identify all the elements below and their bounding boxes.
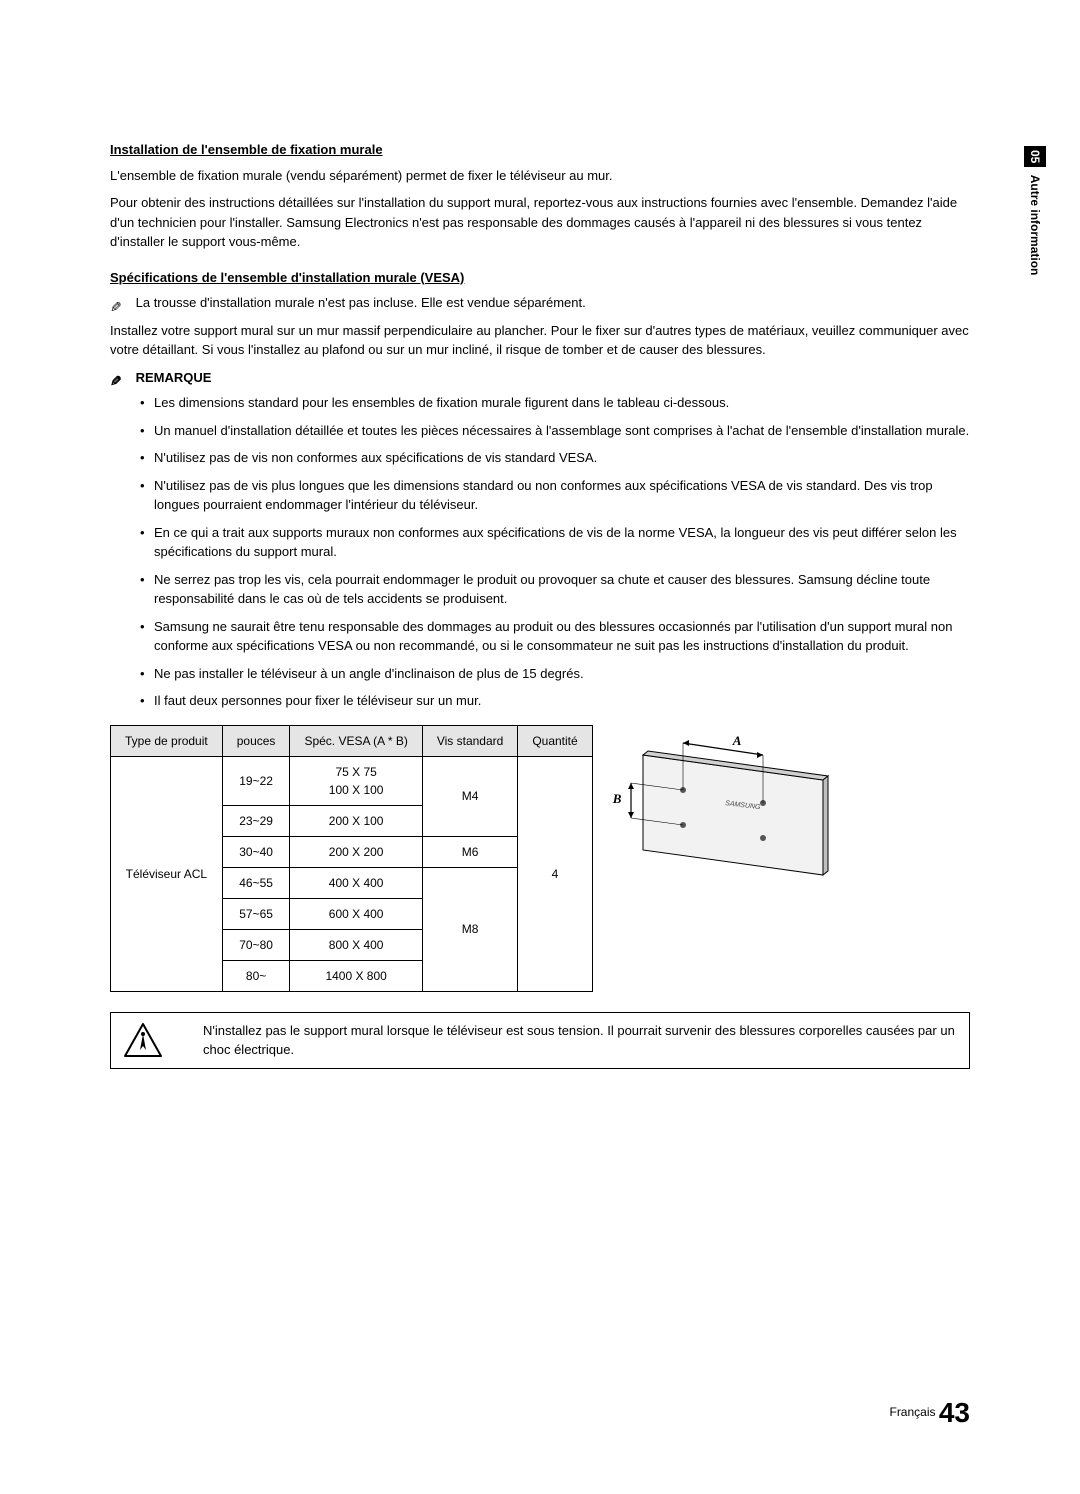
- warning-triangle-icon: [123, 1022, 163, 1058]
- list-item: Un manuel d'installation détaillée et to…: [140, 421, 970, 441]
- cell-vesa: 200 X 100: [290, 805, 422, 836]
- th-product: Type de produit: [111, 725, 223, 756]
- cell-screw: M4: [422, 756, 518, 836]
- remarque-heading: REMARQUE: [110, 368, 970, 388]
- footer-lang: Français: [889, 1405, 935, 1419]
- list-item: N'utilisez pas de vis non conformes aux …: [140, 448, 970, 468]
- cell-screw: M6: [422, 836, 518, 867]
- side-tab: 05 Autre information: [1020, 140, 1050, 281]
- list-item: En ce qui a trait aux supports muraux no…: [140, 523, 970, 562]
- handwrite-icon: [110, 297, 128, 311]
- th-qty: Quantité: [518, 725, 592, 756]
- table-header-row: Type de produit pouces Spéc. VESA (A * B…: [111, 725, 593, 756]
- list-item: Il faut deux personnes pour fixer le tél…: [140, 691, 970, 711]
- side-tab-num: 05: [1024, 146, 1046, 167]
- section1-title: Installation de l'ensemble de fixation m…: [110, 140, 970, 160]
- cell-vesa: 1400 X 800: [290, 960, 422, 991]
- remarque-label: REMARQUE: [136, 370, 212, 385]
- handwrite-icon: [110, 371, 128, 385]
- cell-inches: 57~65: [222, 898, 290, 929]
- cell-inches: 19~22: [222, 756, 290, 805]
- cell-product: Téléviseur ACL: [111, 756, 223, 991]
- th-inches: pouces: [222, 725, 290, 756]
- cell-vesa: 200 X 200: [290, 836, 422, 867]
- section2-title: Spécifications de l'ensemble d'installat…: [110, 268, 970, 288]
- cell-inches: 80~: [222, 960, 290, 991]
- tv-diagram-svg: SAMSUNG: [613, 725, 833, 885]
- list-item: N'utilisez pas de vis plus longues que l…: [140, 476, 970, 515]
- warning-text: N'installez pas le support mural lorsque…: [203, 1021, 957, 1060]
- bullet-list: Les dimensions standard pour les ensembl…: [110, 393, 970, 711]
- table-diagram-row: Type de produit pouces Spéc. VESA (A * B…: [110, 725, 970, 992]
- section2-noteline: La trousse d'installation murale n'est p…: [110, 293, 970, 313]
- section2-noteline-text: La trousse d'installation murale n'est p…: [136, 295, 586, 310]
- section2-p1: Installez votre support mural sur un mur…: [110, 321, 970, 360]
- diagram-label-a: A: [733, 731, 742, 751]
- list-item: Ne pas installer le téléviseur à un angl…: [140, 664, 970, 684]
- vesa-table: Type de produit pouces Spéc. VESA (A * B…: [110, 725, 593, 992]
- cell-qty: 4: [518, 756, 592, 991]
- side-tab-label: Autre information: [1028, 175, 1042, 276]
- section1-p1: L'ensemble de fixation murale (vendu sép…: [110, 166, 970, 186]
- table-row: Téléviseur ACL 19~22 75 X 75 100 X 100 M…: [111, 756, 593, 805]
- cell-vesa: 800 X 400: [290, 929, 422, 960]
- cell-vesa: 75 X 75 100 X 100: [290, 756, 422, 805]
- cell-vesa: 600 X 400: [290, 898, 422, 929]
- tv-diagram: SAMSUNG A B: [613, 725, 833, 885]
- warning-box: N'installez pas le support mural lorsque…: [110, 1012, 970, 1069]
- list-item: Les dimensions standard pour les ensembl…: [140, 393, 970, 413]
- th-screw: Vis standard: [422, 725, 518, 756]
- cell-screw: M8: [422, 867, 518, 991]
- section1-p2: Pour obtenir des instructions détaillées…: [110, 193, 970, 252]
- cell-inches: 30~40: [222, 836, 290, 867]
- cell-inches: 70~80: [222, 929, 290, 960]
- list-item: Samsung ne saurait être tenu responsable…: [140, 617, 970, 656]
- cell-inches: 23~29: [222, 805, 290, 836]
- page-footer: Français 43: [889, 1392, 970, 1434]
- cell-inches: 46~55: [222, 867, 290, 898]
- list-item: Ne serrez pas trop les vis, cela pourrai…: [140, 570, 970, 609]
- diagram-label-b: B: [613, 789, 622, 809]
- footer-page: 43: [939, 1397, 970, 1428]
- cell-vesa: 400 X 400: [290, 867, 422, 898]
- th-vesa: Spéc. VESA (A * B): [290, 725, 422, 756]
